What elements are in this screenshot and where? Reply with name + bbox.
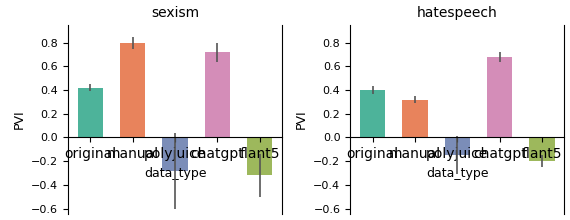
Bar — [402, 99, 428, 138]
Title: hatespeech: hatespeech — [417, 6, 498, 20]
Bar — [445, 138, 470, 155]
Bar — [530, 138, 555, 161]
Bar — [120, 43, 145, 138]
Bar — [487, 57, 512, 138]
Y-axis label: PVI: PVI — [295, 110, 308, 130]
Y-axis label: PVI: PVI — [13, 110, 26, 130]
Bar — [205, 52, 230, 138]
Bar — [247, 138, 272, 175]
Bar — [162, 138, 188, 170]
Bar — [360, 90, 385, 138]
X-axis label: data_type: data_type — [426, 167, 488, 180]
X-axis label: data_type: data_type — [144, 167, 206, 180]
Bar — [78, 88, 103, 138]
Title: sexism: sexism — [151, 6, 199, 20]
